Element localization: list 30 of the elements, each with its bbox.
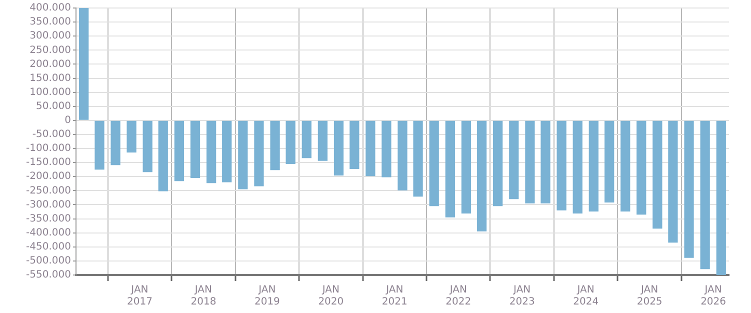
x-tick-label: JAN 2025 xyxy=(636,284,662,308)
y-tick-label: 250.000 xyxy=(30,44,71,56)
y-tick-label: -350.000 xyxy=(26,213,71,224)
y-tick-label: -150.000 xyxy=(26,157,71,168)
y-tick-label: -500.000 xyxy=(26,256,71,267)
x-tick-label: JAN 2024 xyxy=(573,284,599,308)
y-tick-label: -200.000 xyxy=(26,171,71,182)
x-tick-label: JAN 2023 xyxy=(509,284,535,308)
y-tick-label: -250.000 xyxy=(26,185,71,196)
y-tick-label: 200.000 xyxy=(30,58,71,70)
y-tick-label: 350.000 xyxy=(30,16,71,28)
y-tick-label: -400.000 xyxy=(26,227,71,238)
x-tick-label: JAN 2026 xyxy=(700,284,726,308)
x-tick-label: JAN 2018 xyxy=(190,284,216,308)
x-tick-label: JAN 2019 xyxy=(254,284,280,308)
x-tick-label: JAN 2017 xyxy=(127,284,152,308)
y-tick-label: 150.000 xyxy=(30,72,71,84)
y-tick-label: -100.000 xyxy=(26,143,71,154)
y-tick-label: 400.000 xyxy=(30,2,71,14)
y-tick-label: -300.000 xyxy=(26,199,71,210)
y-tick-label: 0 xyxy=(64,115,71,126)
x-tick-label: JAN 2020 xyxy=(318,284,344,308)
y-tick-label: 100.000 xyxy=(30,86,71,98)
y-tick-label: 50.000 xyxy=(36,100,71,112)
y-tick-label: 300.000 xyxy=(30,30,71,42)
x-tick-label: JAN 2021 xyxy=(382,284,408,308)
y-tick-label: -50.000 xyxy=(32,129,71,140)
y-tick-label: -550.000 xyxy=(26,270,71,281)
x-tick-label: JAN 2022 xyxy=(446,284,472,308)
y-tick-label: -450.000 xyxy=(26,241,71,252)
